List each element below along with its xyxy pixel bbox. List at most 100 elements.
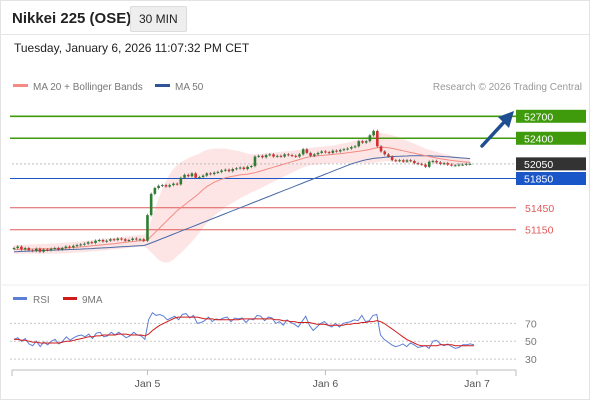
candle-body [183,174,186,178]
candle-body [364,141,368,143]
x-tick-label: Jan 7 [464,378,490,390]
candle-body [331,150,335,153]
candle-body [383,151,387,155]
candle-body [398,160,401,162]
candle-body [75,245,79,247]
candle-body [353,146,357,148]
candle-body [142,239,146,241]
candle-body [346,148,349,150]
candle-body [335,150,338,152]
support-level-label-51150: 51150 [525,225,554,237]
rsi-ma-legend-swatch [63,297,77,300]
candle-body [112,239,116,241]
interval-button[interactable]: 30 MIN [130,6,187,32]
candle-body [153,188,157,194]
candle-body [172,183,175,186]
candle-body [179,177,183,185]
candle-body [201,175,205,178]
candle-body [301,149,305,155]
candle-body [264,155,268,158]
candle-body [149,193,153,216]
candle-body [72,245,75,248]
candle-body [16,246,20,249]
candle-body [53,248,57,250]
candle-body [209,173,212,175]
candle-body [368,135,372,142]
candle-body [105,240,108,242]
candle-body [120,238,123,240]
header-bar: Nikkei 225 (OSE) 30 MIN [0,0,590,35]
candle-body [272,154,275,157]
candle-body [49,248,53,251]
bollinger-band-area [14,133,470,263]
ma50-legend-swatch [155,84,170,87]
candle-body [446,163,450,165]
ma20-line [13,146,471,250]
candle-body [350,147,353,149]
candle-body [298,154,301,157]
candle-body [424,164,427,167]
candle-body [409,160,412,162]
candle-body [268,154,272,156]
candle-body [27,248,31,251]
instrument-title: Nikkei 225 (OSE) [12,10,132,27]
ma20-legend-swatch [13,84,28,87]
target-level-tag-52400 [516,131,586,145]
candle-body [261,155,264,158]
candle-body [464,163,468,165]
rsi-tick-label-30: 30 [525,354,537,366]
support-level-label-51450: 51450 [525,203,554,215]
candle-body [461,164,464,166]
forecast-arrow [480,111,514,148]
candle-body [198,177,201,179]
candle-body [97,239,101,241]
candle-body [60,248,64,250]
candle-body [442,163,446,165]
credit-text: Research © 2026 Trading Central [433,82,582,93]
candle-body [220,170,223,172]
candle-body [372,130,375,136]
candle-body [79,244,83,246]
current-level-tag-52050 [516,157,586,171]
target-level-tag-52700 [516,109,586,123]
candle-body [46,249,49,251]
candle-body [468,163,472,165]
candle-body [246,166,249,169]
candle-body [164,185,168,187]
candle-body [279,155,283,157]
candle-body [90,242,94,244]
candle-body [242,167,246,169]
candle-body [31,250,34,252]
candle-body [94,240,97,243]
candle-body [361,141,364,143]
price-levels [10,115,516,231]
candle-body [227,169,231,172]
candle-body [146,215,149,241]
candle-body [224,169,227,171]
candle-body [64,246,68,249]
candle-body [135,238,138,240]
candle-body [160,185,164,187]
rsi-ma-line [14,316,474,347]
candle-body [131,238,134,240]
current-level-label-52050: 52050 [524,159,553,171]
candle-body [283,154,286,157]
candle-body [20,246,23,250]
candle-body [12,248,16,250]
candle-body [168,185,172,187]
candle-body [427,161,431,167]
candle-body [157,185,160,189]
candle-body [342,149,346,151]
candle-body [275,155,279,157]
candle-body [34,248,38,251]
rsi-lines [13,311,475,350]
candle-body [338,149,342,152]
ma20-legend-label: MA 20 + Bollinger Bands [33,82,143,93]
candle-body [316,152,320,155]
ma50-line [13,155,471,253]
rsi-gridlines: 70 50 30 [10,318,537,366]
candle-body [57,248,60,250]
candle-body [23,248,27,250]
candle-body [453,165,457,167]
x-tick-label: Jan 5 [135,378,161,390]
